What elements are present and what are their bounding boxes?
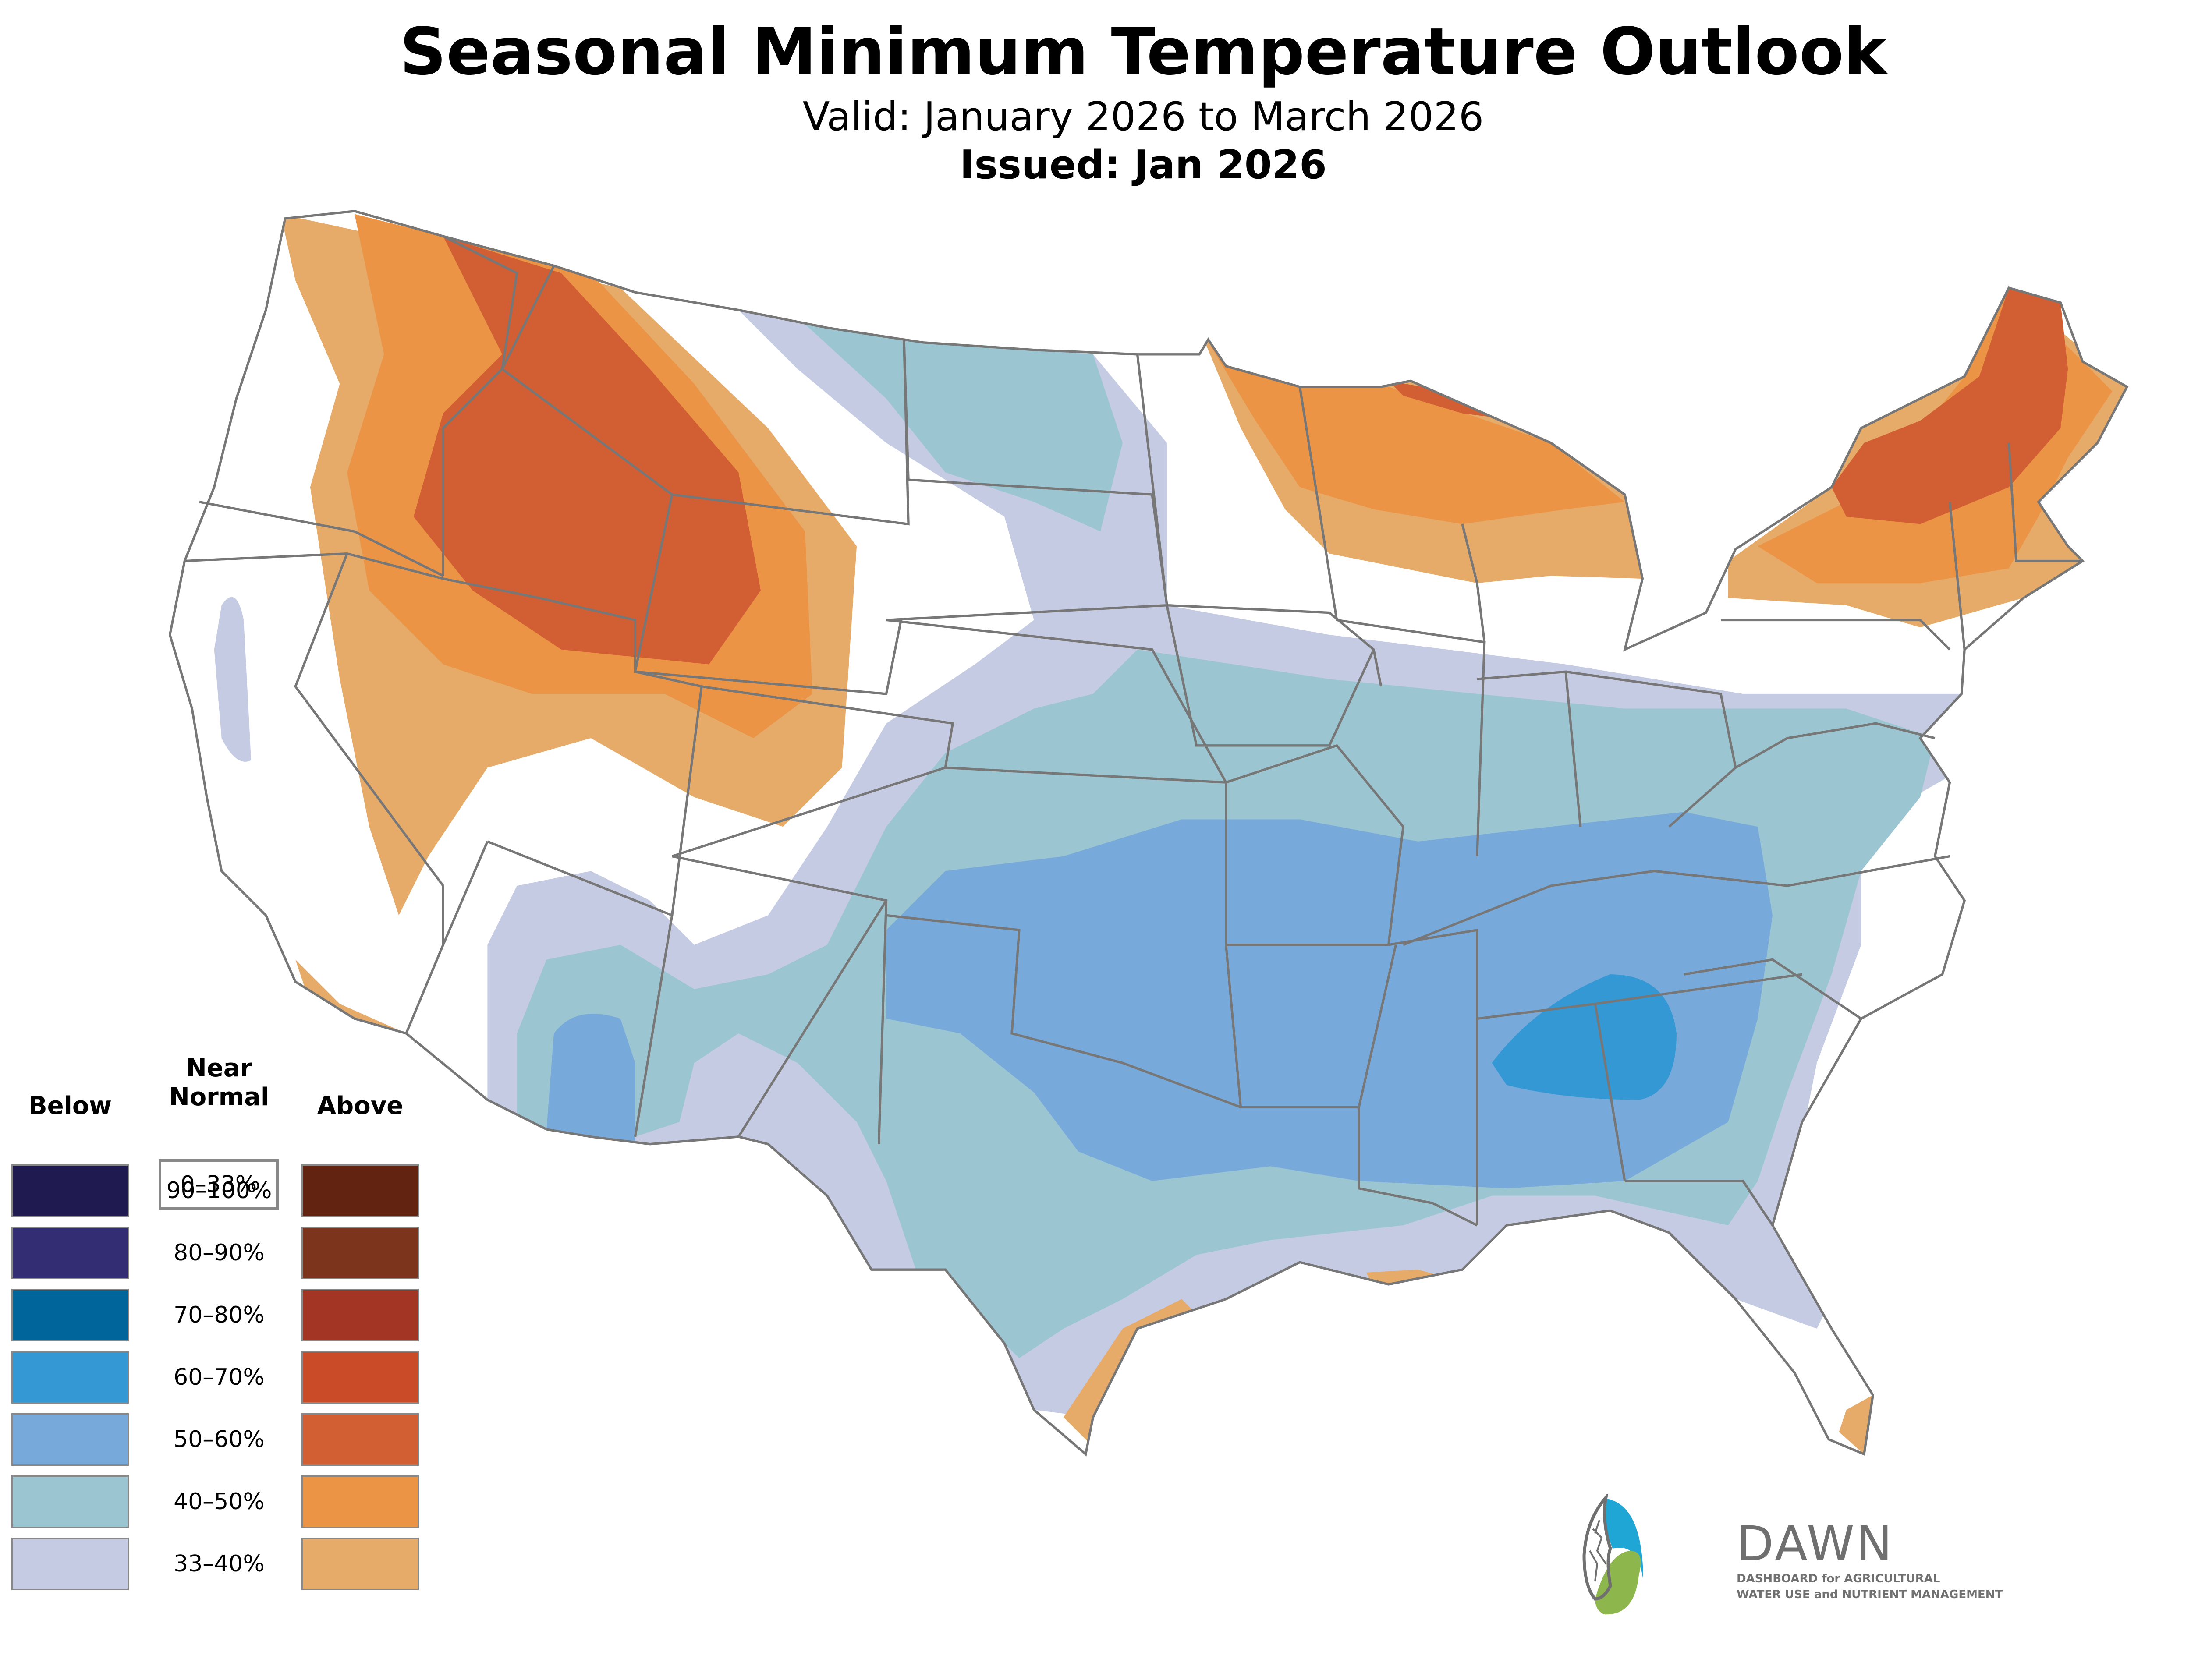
boundary-mi <box>1461 442 1626 643</box>
legend-swatch-below <box>11 1475 129 1528</box>
logo-blue-leaf <box>1603 1498 1643 1581</box>
legend-swatch-above <box>301 1164 419 1217</box>
boundary-mn-ia <box>1136 354 1383 687</box>
legend-swatch-below <box>11 1164 129 1217</box>
boundary-ok-tx <box>886 914 1241 1108</box>
region-above-50-60-northeast <box>1831 288 2068 524</box>
boundary-or-ca-nv <box>184 552 539 599</box>
dawn-logo-mark <box>1582 1494 1643 1615</box>
boundary-in-oh <box>1477 670 1737 827</box>
legend-swatch-above <box>301 1289 419 1341</box>
legend: Near Normal 0–33% Below Above 90–100% 80–… <box>0 1051 438 1680</box>
boundary-la-ms <box>1358 1107 1478 1227</box>
logo-green-leaf <box>1595 1551 1641 1615</box>
boundary-ut-co <box>487 597 703 917</box>
issued-date: Issued: Jan 2026 <box>960 142 1327 188</box>
logo-tagline: DASHBOARD for AGRICULTURAL WATER USE and… <box>1737 1571 2003 1602</box>
legend-swatch-below <box>11 1351 129 1404</box>
legend-range-label: 90–100% <box>166 1178 272 1204</box>
state-boundaries <box>168 210 2129 1457</box>
logo-circuit-lines <box>1589 1520 1607 1582</box>
legend-range-label: 33–40% <box>174 1551 265 1577</box>
boundary-ne-ks <box>886 619 1227 783</box>
region-below-33-40-california <box>214 597 252 762</box>
legend-swatch-above <box>301 1538 419 1590</box>
region-above-33-40-florida-tip <box>1839 1395 1873 1454</box>
region-below-60-70-southeast <box>1492 974 1677 1100</box>
legend-near-normal-title: Near Normal <box>145 1054 294 1112</box>
boundary-ar-la <box>1225 944 1397 1109</box>
legend-swatch-above <box>301 1227 419 1279</box>
legend-range-label: 50–60% <box>174 1426 265 1453</box>
legend-swatch-above <box>301 1351 419 1404</box>
logo-tagline-line-2: WATER USE and NUTRIENT MANAGEMENT <box>1737 1588 2003 1601</box>
boundary-ne-states <box>1948 442 2083 650</box>
legend-range-label: 80–90% <box>174 1240 265 1266</box>
legend-swatch-below <box>11 1289 129 1341</box>
legend-below-title: Below <box>28 1092 112 1120</box>
region-below-50-60-central <box>886 812 1773 1188</box>
logo-name: DAWN <box>1737 1516 1894 1572</box>
legend-range-label: 40–50% <box>174 1489 265 1515</box>
legend-near-normal-box: 0–33% <box>159 1159 279 1210</box>
boundary-ky-tn <box>1403 855 1950 946</box>
logo-circuit-drop <box>1582 1494 1612 1601</box>
region-above-50-60-west <box>413 236 761 665</box>
boundary-va-wv <box>1668 722 1936 828</box>
region-below-50-60-southwest <box>546 1014 635 1144</box>
boundary-dakotas <box>886 340 1168 622</box>
legend-range-label: 70–80% <box>174 1302 265 1328</box>
dawn-logo: DAWN DASHBOARD for AGRICULTURAL WATER US… <box>1578 1468 2060 1643</box>
boundary-ia-mo <box>1166 605 1375 747</box>
legend-above-title: Above <box>317 1092 404 1120</box>
us-outline <box>168 210 2129 1457</box>
boundary-wy <box>634 494 902 695</box>
boundary-mo-ar <box>1225 744 1405 946</box>
legend-swatch-below <box>11 1413 129 1466</box>
boundary-nm-tx <box>672 855 888 1144</box>
legend-swatch-below <box>11 1538 129 1590</box>
region-below-40-50-central <box>798 317 1123 532</box>
valid-period: Valid: January 2026 to March 2026 <box>802 94 1484 140</box>
legend-swatch-above <box>301 1413 419 1466</box>
boundary-pa-ny <box>1720 619 1951 651</box>
boundary-az-nm <box>405 841 674 1137</box>
boundary-ca-nv <box>294 553 444 945</box>
legend-swatch-below <box>11 1227 129 1279</box>
boundary-wa-or <box>199 501 444 577</box>
legend-swatch-above <box>301 1475 419 1528</box>
logo-tagline-line-1: DASHBOARD for AGRICULTURAL <box>1737 1572 1940 1585</box>
boundary-al-ga-fl <box>1595 973 1802 1226</box>
region-above-33-40-louisiana-coast <box>1366 1270 1470 1299</box>
legend-range-label: 60–70% <box>174 1364 265 1390</box>
near-normal-title-text: Near Normal <box>169 1054 269 1111</box>
boundary-nc-sc <box>1684 958 1862 1020</box>
boundary-wi-il <box>1298 386 1486 856</box>
map-title: Seasonal Minimum Temperature Outlook <box>399 14 1887 89</box>
